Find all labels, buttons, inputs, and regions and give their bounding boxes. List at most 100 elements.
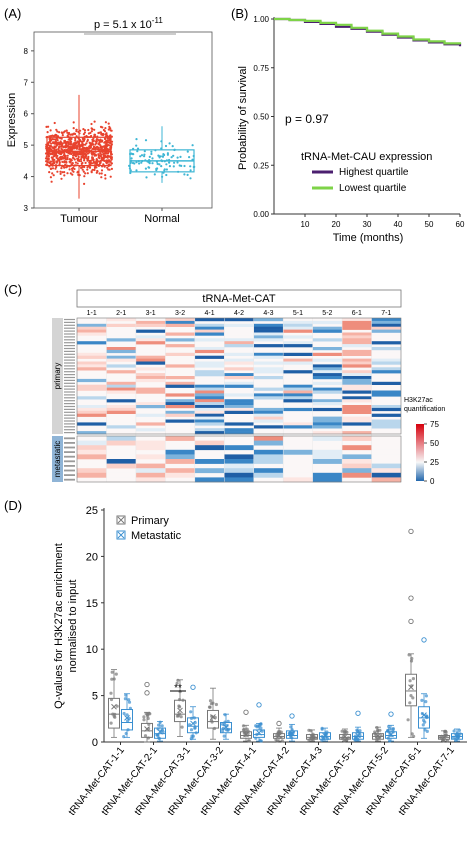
panel-c-cell	[342, 378, 372, 383]
panel-a-point	[49, 148, 52, 151]
panel-c-cell	[194, 373, 225, 377]
panel-d-point	[109, 721, 113, 725]
panel-c-column-label: 5-1	[293, 310, 303, 317]
panel-a-point	[161, 155, 164, 158]
panel-d-y-tick-label: 15	[86, 598, 98, 610]
panel-a-point	[80, 155, 83, 158]
panel-a-point	[95, 142, 98, 145]
panel-a-point	[171, 145, 174, 148]
panel-c-cell	[106, 407, 136, 412]
panel-c-cell	[194, 399, 225, 403]
panel-a-point	[71, 169, 74, 172]
panel-c-cell	[224, 468, 254, 474]
panel-a-point	[86, 172, 89, 175]
panel-d-point	[193, 721, 197, 725]
panel-c-cell	[77, 323, 107, 327]
panel-b-x-tick-label: 30	[363, 220, 372, 229]
panel-c-row-background	[77, 436, 401, 441]
panel-a-point	[56, 160, 59, 163]
panel-c-cell	[194, 349, 225, 354]
panel-a-point	[92, 139, 95, 142]
panel-d-point	[213, 715, 217, 720]
panel-d-point	[340, 736, 344, 741]
panel-c-cell	[253, 355, 284, 359]
panel-a-point	[47, 125, 50, 128]
panel-a-point	[90, 171, 93, 174]
panel-a-point	[80, 140, 83, 143]
panel-d-point	[144, 712, 148, 716]
panel-c-cell	[135, 355, 166, 359]
panel-c-cell	[194, 347, 225, 351]
panel-c-cell	[253, 323, 284, 327]
panel-a-point	[100, 176, 103, 179]
panel-d-point	[158, 720, 162, 724]
panel-b-legend-label: Lowest quartile	[339, 183, 407, 194]
panel-d-point	[389, 733, 393, 738]
panel-c-cell	[371, 463, 401, 469]
panel-a-y-tick-label: 8	[24, 47, 29, 56]
panel-d-point	[411, 677, 415, 681]
panel-c-cell	[135, 445, 166, 451]
panel-a-point	[136, 147, 140, 150]
panel-a-point	[103, 146, 106, 150]
panel-a-point	[158, 156, 161, 159]
panel-a-point	[55, 165, 58, 169]
panel-d-point	[142, 718, 146, 722]
panel-c-cell	[253, 387, 284, 391]
panel-c-cell	[371, 326, 401, 330]
panel-c-cell	[283, 329, 313, 333]
panel-d-point	[409, 659, 414, 663]
panel-c-row-label	[64, 342, 75, 344]
panel-d-point	[424, 700, 428, 704]
panel-d-point	[454, 738, 458, 742]
panel-c-cell	[253, 352, 284, 356]
panel-a-point	[55, 154, 58, 157]
panel-c-cell	[283, 393, 313, 397]
panel-a-point	[53, 138, 56, 141]
panel-c-cell	[283, 390, 313, 394]
panel-a-point	[49, 176, 53, 179]
panel-d-point	[110, 677, 114, 681]
panel-a-point	[107, 139, 111, 142]
panel-d-point	[386, 736, 390, 740]
panel-a-point	[93, 168, 96, 172]
panel-a-point	[100, 147, 103, 150]
panel-c-cell	[77, 341, 107, 345]
panel-c-row-label	[64, 339, 75, 341]
panel-a-point	[191, 144, 194, 147]
panel-a-point	[98, 172, 101, 175]
panel-c-cell	[342, 376, 372, 380]
panel-a-point	[168, 165, 171, 168]
panel-c-row-background	[77, 349, 401, 354]
panel-d-point	[406, 718, 410, 722]
panel-d-mean-marker	[111, 703, 117, 710]
panel-c-metastatic-frame	[76, 435, 402, 483]
panel-a-point	[183, 164, 186, 168]
panel-a-pvalue-exponent: -11	[152, 16, 164, 25]
panel-c-cell	[194, 422, 225, 426]
panel-a-point	[70, 143, 73, 146]
panel-a-point	[93, 133, 96, 136]
panel-c-cell	[165, 405, 195, 409]
panel-a-point	[61, 144, 64, 147]
panel-c-primary-frame	[76, 317, 402, 435]
panel-a-point	[72, 142, 75, 145]
panel-d-point	[424, 694, 428, 698]
panel-d-point	[110, 670, 114, 674]
panel-d-legend-swatch-mark	[117, 531, 125, 539]
panel-a-point	[139, 155, 142, 158]
panel-c-cell	[165, 323, 195, 327]
panel-d-outlier	[243, 709, 249, 715]
panel-c-cell	[342, 454, 372, 460]
panel-a-point	[48, 171, 51, 174]
panel-c-cell	[342, 332, 372, 336]
panel-c-row-label	[64, 455, 75, 458]
panel-d-point	[156, 727, 160, 731]
panel-c-row-label	[64, 371, 75, 373]
panel-a-point	[99, 140, 102, 143]
colorbar-ticks: 75 50 25 0	[424, 420, 439, 486]
panel-d-point	[125, 713, 129, 717]
panel-c-row-background	[77, 449, 401, 455]
panel-c-cell	[253, 410, 284, 414]
panel-a-point	[65, 161, 68, 164]
